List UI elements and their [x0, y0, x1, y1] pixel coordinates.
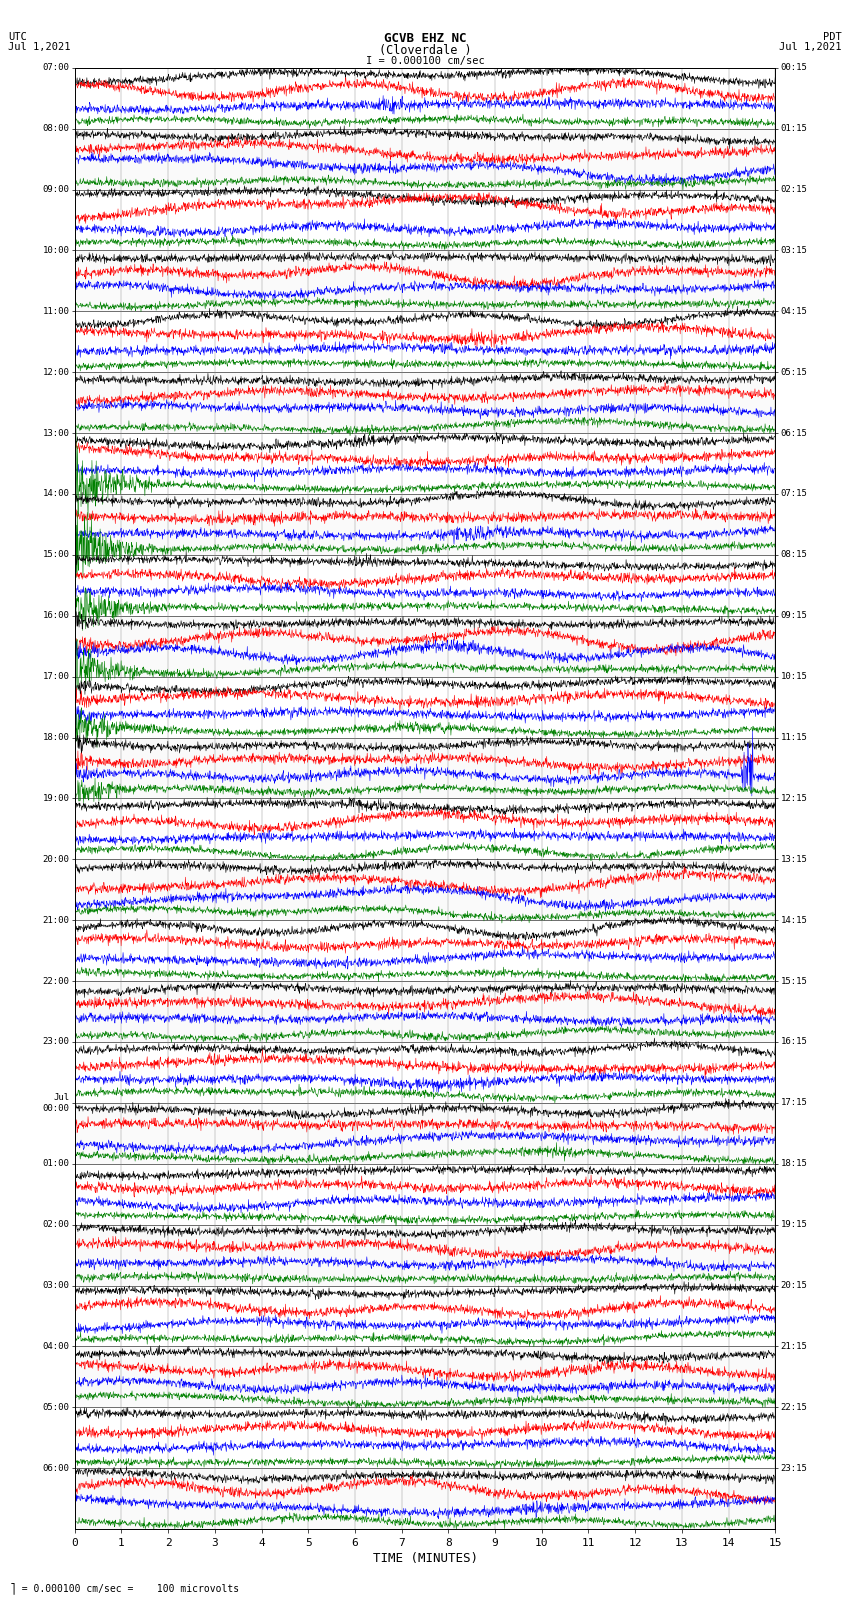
- X-axis label: TIME (MINUTES): TIME (MINUTES): [372, 1552, 478, 1565]
- Bar: [75, 373, 775, 434]
- Bar: [75, 1103, 775, 1165]
- Bar: [75, 1224, 775, 1286]
- Bar: [75, 860, 775, 919]
- Bar: [75, 1347, 775, 1407]
- Text: GCVB EHZ NC: GCVB EHZ NC: [383, 32, 467, 45]
- Bar: [75, 250, 775, 311]
- Bar: [75, 981, 775, 1042]
- Bar: [75, 129, 775, 190]
- Text: PDT: PDT: [823, 32, 842, 42]
- Text: ⎤ = 0.000100 cm/sec =    100 microvolts: ⎤ = 0.000100 cm/sec = 100 microvolts: [10, 1582, 240, 1594]
- Bar: [75, 616, 775, 677]
- Text: Jul 1,2021: Jul 1,2021: [8, 42, 71, 52]
- Bar: [75, 737, 775, 798]
- Text: UTC: UTC: [8, 32, 27, 42]
- Text: (Cloverdale ): (Cloverdale ): [379, 44, 471, 56]
- Text: I = 0.000100 cm/sec: I = 0.000100 cm/sec: [366, 56, 484, 66]
- Text: Jul 1,2021: Jul 1,2021: [779, 42, 842, 52]
- Bar: [75, 494, 775, 555]
- Bar: [75, 1468, 775, 1529]
